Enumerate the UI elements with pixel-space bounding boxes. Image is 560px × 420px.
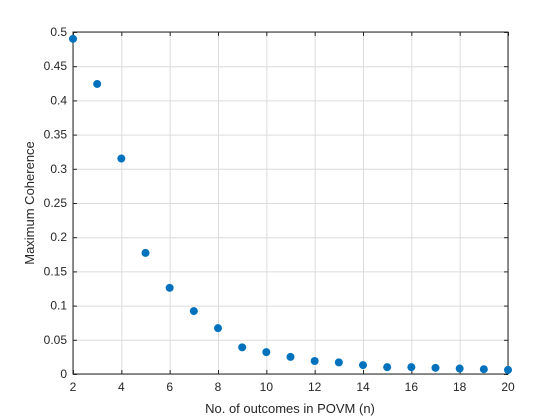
y-tick-label: 0.45 — [44, 59, 68, 73]
y-axis-title: Maximum Coherence — [22, 141, 37, 265]
x-tick-label: 8 — [215, 380, 222, 394]
data-point — [189, 307, 198, 316]
data-point — [214, 324, 222, 333]
y-tick-label: 0.35 — [44, 128, 68, 142]
y-tick-label: 0.15 — [44, 264, 68, 278]
data-point — [165, 283, 174, 292]
data-point — [262, 348, 271, 357]
data-point — [69, 34, 77, 43]
x-tick-label: 18 — [453, 380, 467, 394]
data-point — [359, 361, 367, 370]
x-axis-title: No. of outcomes in POVM (n) — [205, 401, 375, 416]
y-tick-label: 0 — [60, 367, 67, 381]
x-tick-label: 16 — [405, 380, 419, 394]
data-point — [286, 352, 295, 361]
data-point — [334, 358, 343, 367]
x-tick-label: 20 — [501, 380, 515, 394]
grid — [73, 32, 509, 375]
x-tick-label: 14 — [356, 380, 370, 394]
x-axis-tick-labels: 2 4 6 8 10 12 14 16 18 20 — [70, 380, 515, 394]
data-point — [117, 154, 126, 163]
y-tick-label: 0.1 — [50, 299, 67, 313]
x-tick-label: 12 — [308, 380, 322, 394]
y-axis-tick-labels: 0 0.05 0.1 0.15 0.2 0.25 0.3 0.35 0.4 0.45 0.5 — [44, 25, 68, 381]
data-point — [504, 365, 512, 374]
x-tick-label: 6 — [166, 380, 173, 394]
y-tick-label: 0.3 — [50, 162, 67, 176]
x-tick-label: 2 — [70, 380, 77, 394]
data-points — [69, 34, 512, 374]
y-tick-label: 0.5 — [50, 25, 67, 39]
y-tick-label: 0.05 — [44, 333, 68, 347]
data-point — [93, 79, 102, 88]
data-point — [238, 343, 247, 352]
x-tick-label: 10 — [260, 380, 274, 394]
x-tick-label: 4 — [118, 380, 125, 394]
y-tick-label: 0.4 — [50, 93, 67, 107]
data-point — [431, 363, 440, 372]
data-point — [141, 248, 150, 257]
data-point — [383, 363, 392, 372]
data-point — [310, 357, 319, 366]
data-point — [455, 364, 464, 373]
y-tick-label: 0.25 — [44, 196, 68, 210]
y-tick-label: 0.2 — [50, 230, 67, 244]
data-point — [407, 363, 416, 372]
data-point — [479, 365, 488, 374]
